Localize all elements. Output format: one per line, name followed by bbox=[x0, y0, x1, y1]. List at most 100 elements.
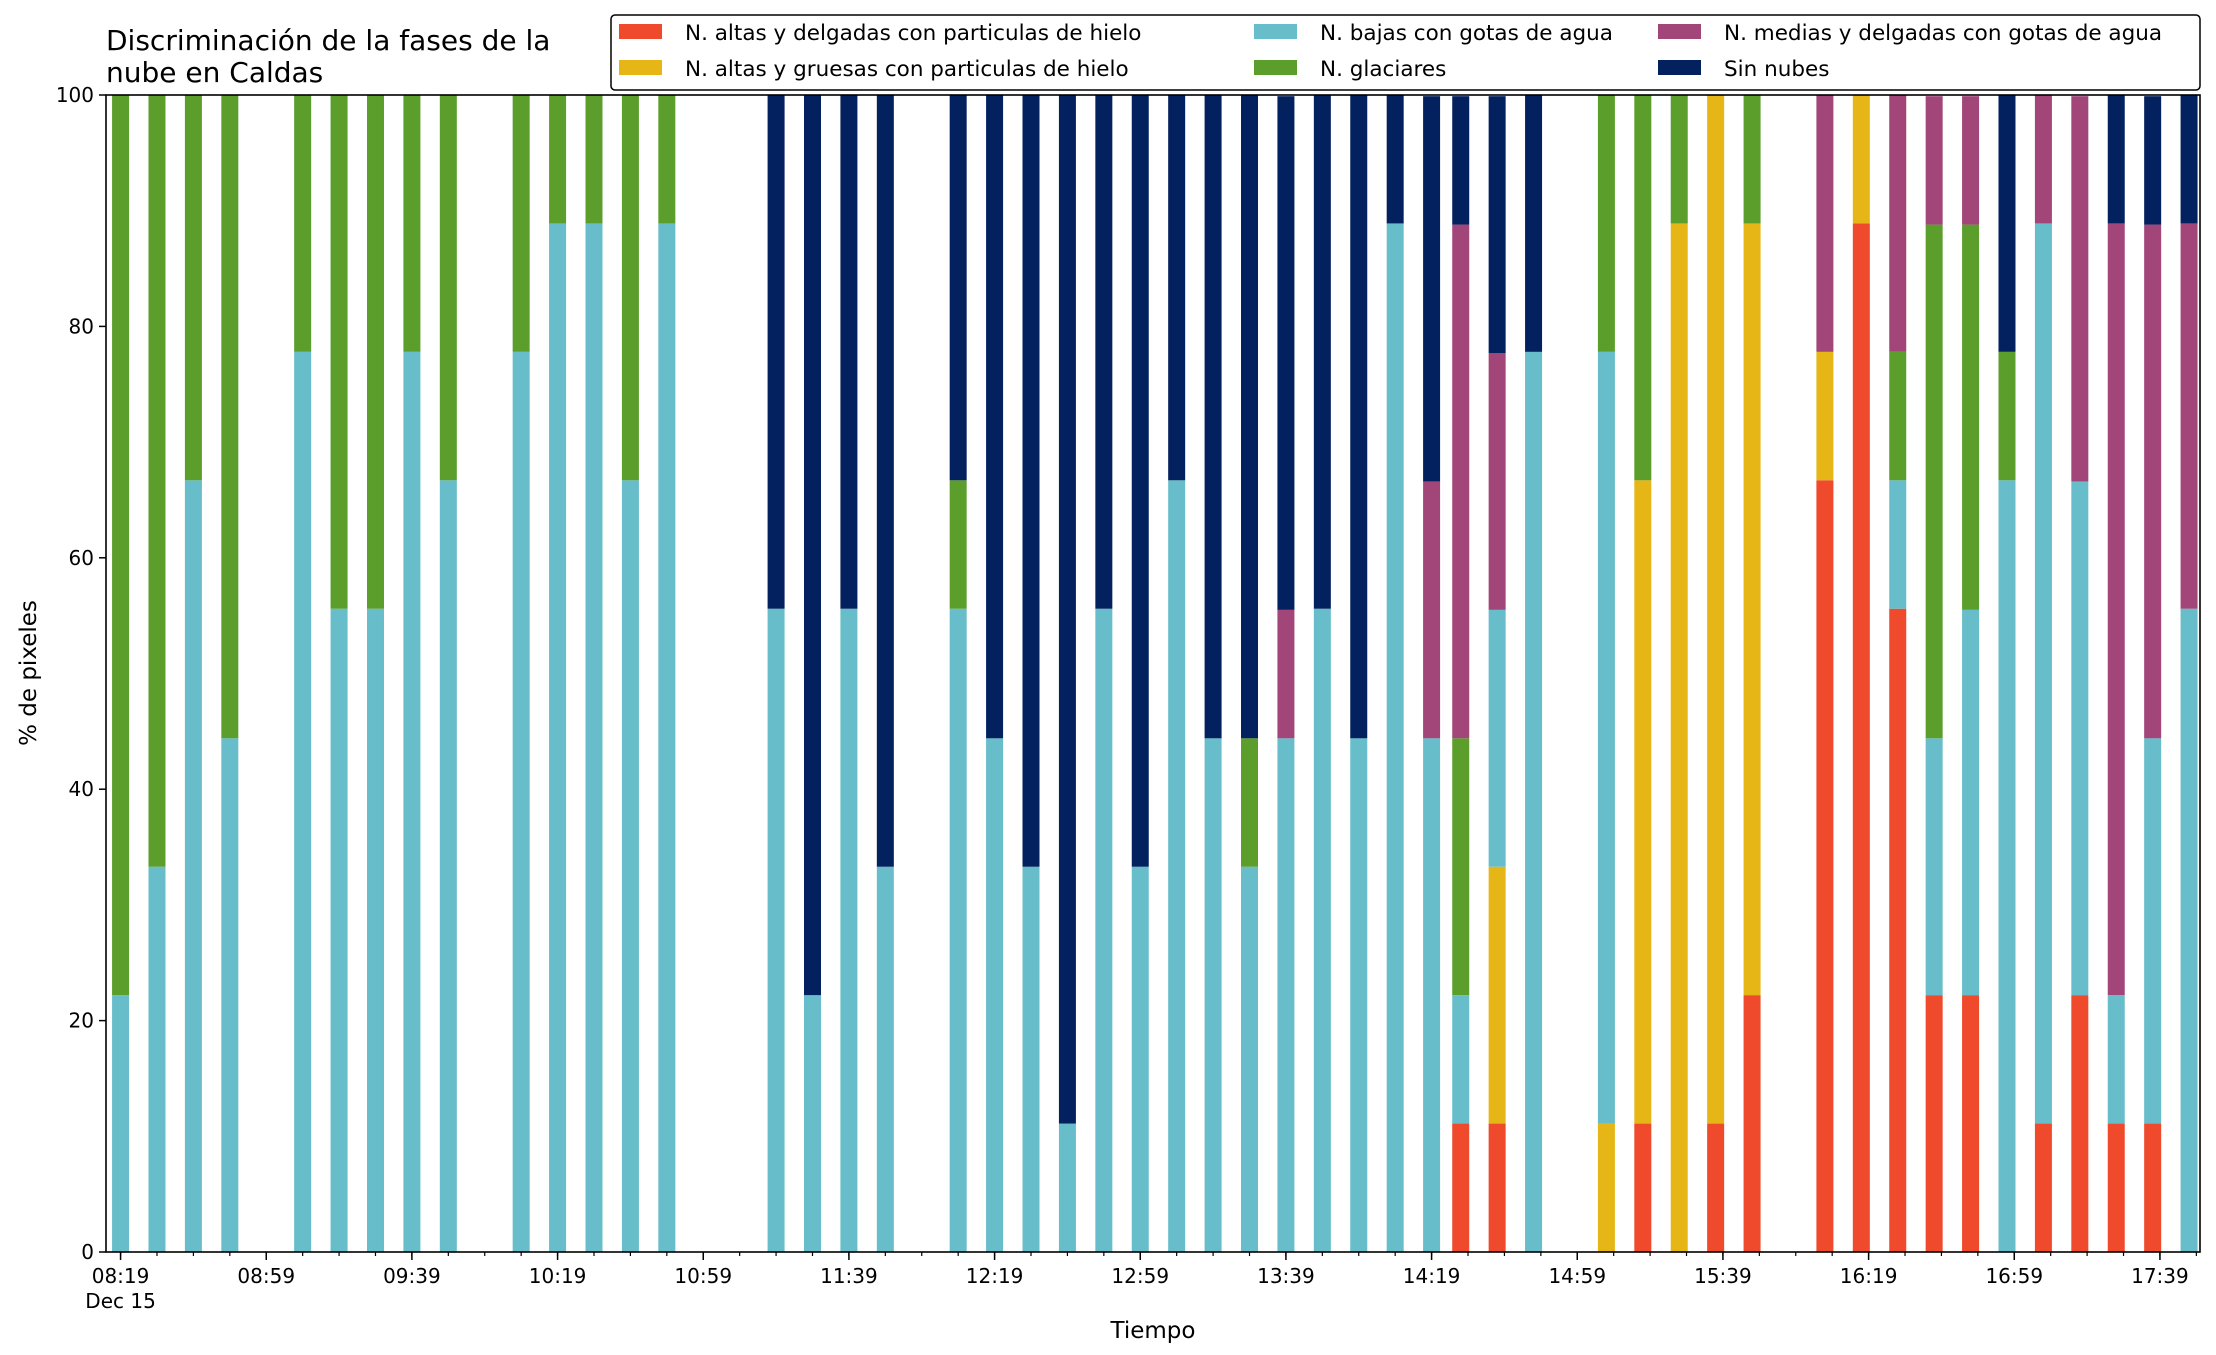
bar-segment-glaciares bbox=[366, 95, 384, 609]
bar-stack bbox=[1962, 96, 1980, 1252]
y-axis: 0 20 40 60 80 100 bbox=[56, 83, 106, 1264]
bar-segment-glaciares bbox=[1597, 95, 1615, 352]
bar-stack bbox=[585, 95, 603, 1253]
bar-segment-bajas bbox=[512, 351, 530, 1253]
bar-stack bbox=[439, 95, 457, 1252]
bar-segment-medias bbox=[1925, 96, 1943, 225]
bar-segment-bajas bbox=[986, 738, 1004, 1252]
bar-segment-bajas bbox=[330, 608, 348, 1252]
y-tick-label: 40 bbox=[69, 777, 94, 801]
x-tick-label: 12:19 bbox=[966, 1264, 1024, 1288]
bar-stack bbox=[221, 95, 239, 1252]
bar-stack bbox=[1168, 95, 1186, 1252]
bar-segment-sin bbox=[949, 95, 967, 481]
bar-segment-glaciares bbox=[439, 95, 457, 481]
x-tick-label: 14:59 bbox=[1548, 1264, 1606, 1288]
bar-segment-bajas bbox=[876, 866, 894, 1252]
bar-segment-alt_delg bbox=[1889, 608, 1907, 1252]
bar-segment-sin bbox=[876, 95, 894, 867]
bar-segment-medias bbox=[2107, 223, 2125, 996]
bar-segment-alt_delg bbox=[2107, 1123, 2125, 1252]
bar-stack bbox=[1131, 95, 1149, 1252]
bar-segment-alt_delg bbox=[1816, 480, 1834, 1252]
bar-stack bbox=[1743, 95, 1761, 1252]
bar-segment-glaciares bbox=[621, 95, 639, 481]
bar-stack bbox=[658, 95, 676, 1253]
bar-stack bbox=[1022, 95, 1040, 1252]
bar-segment-bajas bbox=[294, 351, 312, 1253]
bar-segment-sin bbox=[1277, 96, 1295, 610]
bar-segment-bajas bbox=[1313, 608, 1331, 1252]
bar-stack bbox=[1634, 95, 1652, 1252]
bar-stack bbox=[1670, 95, 1688, 1253]
x-tick-label: 14:19 bbox=[1403, 1264, 1461, 1288]
bar-segment-bajas bbox=[1889, 480, 1907, 609]
bar-stack bbox=[1350, 95, 1368, 1252]
bars-layer bbox=[112, 95, 2198, 1253]
bar-segment-bajas bbox=[2107, 995, 2125, 1124]
bar-segment-sin bbox=[1204, 95, 1222, 739]
bar-segment-bajas bbox=[1452, 995, 1470, 1124]
plot-area-frame bbox=[105, 94, 2201, 1253]
bar-stack bbox=[294, 95, 312, 1253]
bar-segment-alt_delg bbox=[2034, 1123, 2052, 1252]
legend-item-bajas: N. bajas con gotas de agua bbox=[1254, 21, 1613, 46]
x-tick-label: 11:39 bbox=[820, 1264, 878, 1288]
bar-segment-sin bbox=[804, 95, 821, 996]
legend-swatch bbox=[619, 24, 662, 39]
bar-stack bbox=[148, 95, 166, 1252]
bar-segment-glaciares bbox=[221, 95, 239, 739]
bar-stack bbox=[804, 95, 821, 1252]
bar-segment-bajas bbox=[221, 738, 239, 1252]
bar-segment-bajas bbox=[1022, 866, 1040, 1252]
bar-stack bbox=[1488, 96, 1506, 1252]
x-tick-label: 16:19 bbox=[1840, 1264, 1898, 1288]
bar-segment-bajas bbox=[2144, 738, 2162, 1124]
bar-segment-alt_delg bbox=[1962, 995, 1980, 1252]
bar-segment-medias bbox=[2144, 224, 2162, 739]
bar-stack bbox=[2107, 95, 2125, 1252]
legend-item-glaciares: N. glaciares bbox=[1254, 57, 1446, 82]
x-tick-label: 10:59 bbox=[674, 1264, 732, 1288]
bar-segment-medias bbox=[1488, 353, 1506, 610]
legend: N. altas y delgadas con particulas de hi… bbox=[610, 14, 2201, 91]
bar-segment-bajas bbox=[621, 480, 639, 1252]
bar-segment-glaciares bbox=[148, 95, 166, 867]
bar-segment-bajas bbox=[1204, 738, 1222, 1252]
bar-segment-medias bbox=[1277, 609, 1295, 739]
bar-segment-glaciares bbox=[1889, 351, 1907, 481]
bar-stack bbox=[512, 95, 530, 1253]
bar-segment-alt_delg bbox=[1925, 995, 1943, 1252]
bar-segment-medias bbox=[1962, 96, 1980, 225]
legend-label: N. altas y gruesas con particulas de hie… bbox=[685, 57, 1129, 82]
bar-segment-medias bbox=[1889, 95, 1907, 352]
x-tick-label: 10:19 bbox=[529, 1264, 587, 1288]
bar-segment-bajas bbox=[1597, 351, 1615, 1124]
legend-item-medias: N. medias y delgadas con gotas de agua bbox=[1658, 21, 2162, 46]
bar-segment-glaciares bbox=[184, 95, 202, 481]
bar-segment-alt_delg bbox=[2144, 1123, 2162, 1252]
bar-segment-glaciares bbox=[1925, 224, 1943, 739]
bar-segment-bajas bbox=[767, 608, 785, 1252]
bar-segment-alt_grue bbox=[1597, 1123, 1615, 1252]
bar-segment-medias bbox=[2071, 96, 2089, 482]
y-tick-label: 80 bbox=[69, 314, 94, 338]
bar-stack bbox=[1058, 95, 1076, 1252]
bar-stack bbox=[1925, 96, 1943, 1252]
bar-segment-alt_delg bbox=[1743, 995, 1761, 1252]
bar-stack bbox=[840, 95, 858, 1252]
x-tick-label: 09:39 bbox=[383, 1264, 441, 1288]
bar-segment-glaciares bbox=[1962, 224, 1980, 610]
bar-segment-sin bbox=[1423, 96, 1441, 482]
bar-segment-bajas bbox=[1386, 223, 1404, 1253]
legend-label: N. altas y delgadas con particulas de hi… bbox=[685, 21, 1141, 46]
bar-segment-medias bbox=[1452, 224, 1470, 739]
bar-segment-bajas bbox=[148, 866, 166, 1252]
bar-stack bbox=[1423, 96, 1441, 1252]
bar-segment-glaciares bbox=[512, 95, 530, 352]
bar-stack bbox=[1816, 95, 1834, 1252]
bar-stack bbox=[549, 95, 567, 1253]
bar-segment-glaciares bbox=[1452, 738, 1470, 996]
legend-label: N. glaciares bbox=[1320, 57, 1446, 82]
